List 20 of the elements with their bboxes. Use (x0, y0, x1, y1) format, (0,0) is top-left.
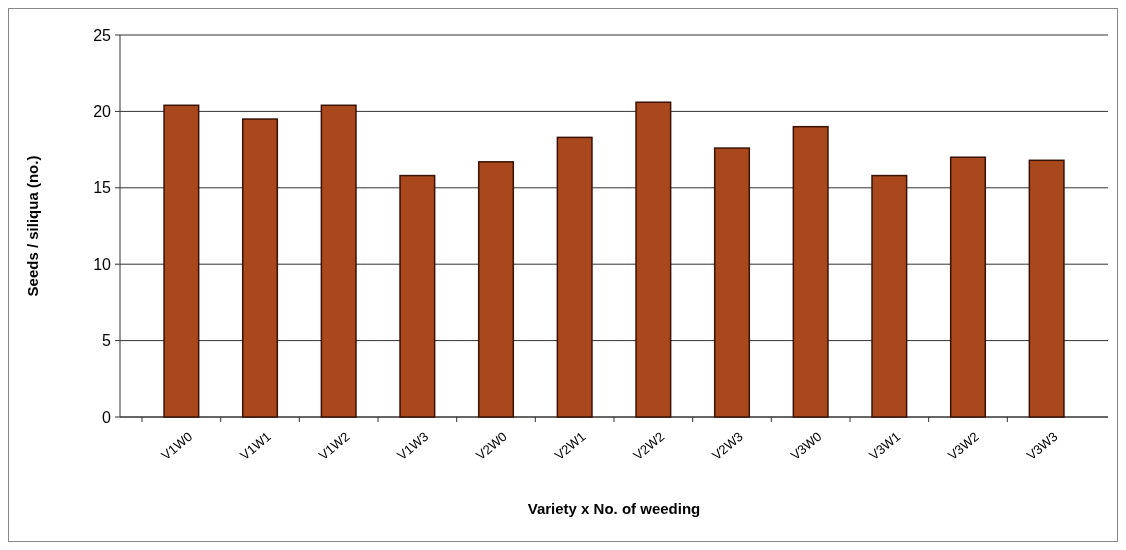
bar (949, 156, 987, 418)
bar (871, 174, 908, 418)
bar (556, 136, 593, 418)
x-axis-title: Variety x No. of weeding (527, 500, 701, 517)
bar (713, 147, 751, 418)
bar (792, 125, 829, 418)
bar (477, 161, 515, 418)
bar (399, 174, 436, 418)
y-tick-label: 25 (93, 26, 112, 44)
bar (320, 104, 357, 418)
bar (635, 101, 672, 418)
y-tick-label: 5 (102, 332, 112, 350)
y-tick-label: 15 (93, 179, 112, 197)
y-tick-label: 10 (93, 255, 112, 273)
bar (241, 118, 279, 418)
y-tick-label: 20 (93, 103, 112, 120)
y-tick-label: 0 (102, 408, 112, 426)
y-axis-title: Seeds / siliqua (no.) (24, 155, 41, 297)
bar (1028, 159, 1065, 418)
bar (163, 104, 200, 418)
